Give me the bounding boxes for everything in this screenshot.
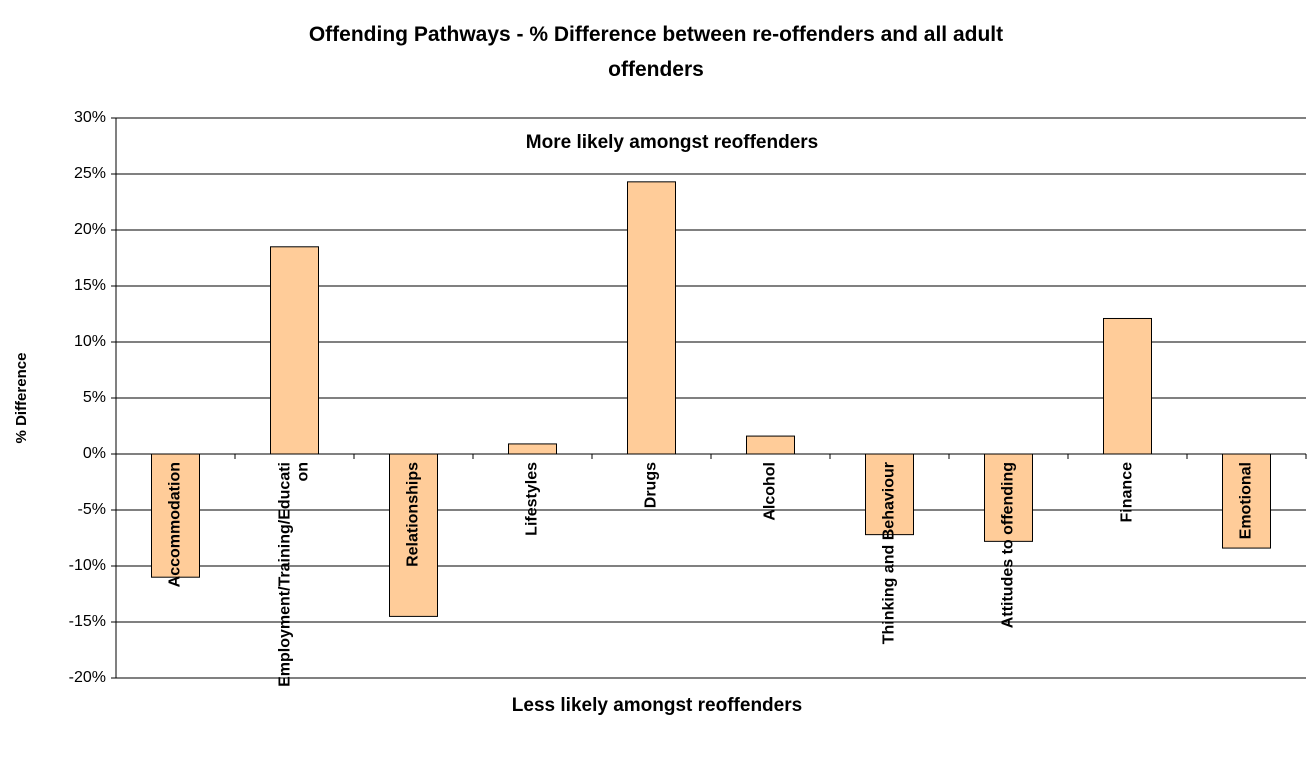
- y-axis-label: % Difference: [13, 353, 30, 444]
- bar: [151, 453, 200, 578]
- annotation: More likely amongst reoffenders: [526, 132, 818, 153]
- y-tick-label: 0%: [83, 445, 106, 462]
- bar: [627, 181, 676, 455]
- annotation: Less likely amongst reoffenders: [512, 695, 802, 716]
- bar: [865, 453, 914, 536]
- x-tick-label: Relationships: [405, 462, 422, 567]
- bar: [389, 453, 438, 617]
- y-tick-label: 5%: [83, 389, 106, 406]
- bar: [508, 443, 557, 455]
- y-tick-label: 15%: [74, 277, 106, 294]
- x-tick-label: Thinking and Behaviour: [881, 462, 898, 644]
- x-tick-label: Accommodation: [167, 462, 184, 587]
- x-tick-label: Lifestyles: [524, 462, 541, 536]
- x-tick-label: Finance: [1119, 462, 1136, 523]
- x-tick-label: Attitudes to offending: [1000, 462, 1017, 628]
- x-tick-label: Employment/Training/Education: [277, 462, 312, 687]
- y-tick-label: 30%: [74, 109, 106, 126]
- y-tick-label: 10%: [74, 333, 106, 350]
- bar: [270, 246, 319, 455]
- bar: [1103, 317, 1152, 455]
- y-tick-label: -10%: [69, 557, 106, 574]
- y-tick-label: -5%: [78, 501, 106, 518]
- y-tick-label: 20%: [74, 221, 106, 238]
- x-tick-label: Emotional: [1238, 462, 1255, 539]
- y-tick-label: -20%: [69, 669, 106, 686]
- chart-title: Offending Pathways - % Difference betwee…: [309, 23, 1003, 81]
- bar: [1222, 453, 1271, 549]
- bar: [746, 435, 795, 455]
- y-tick-label: -15%: [69, 613, 106, 630]
- x-tick-label: Alcohol: [762, 462, 779, 521]
- y-tick-label: 25%: [74, 165, 106, 182]
- bar: [984, 453, 1033, 542]
- x-tick-label: Drugs: [643, 462, 660, 508]
